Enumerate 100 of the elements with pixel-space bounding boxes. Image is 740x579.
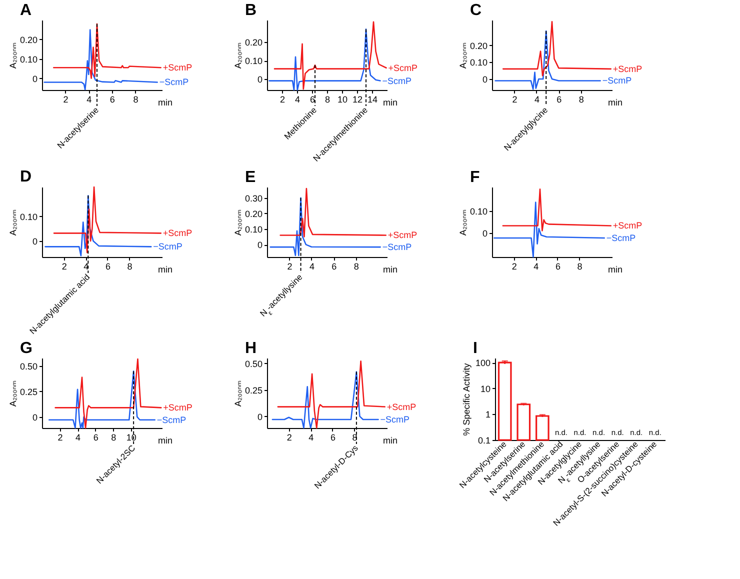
y-tick-label: 100 <box>475 358 490 368</box>
y-tick-label: 0.20 <box>470 40 488 51</box>
series-label: −ScmP <box>382 242 412 252</box>
x-tick-label: 8 <box>127 262 132 272</box>
series-label: +ScmP <box>162 62 192 73</box>
chart-title: B <box>245 2 257 19</box>
series-label: +ScmP <box>162 228 192 238</box>
x-tick-label: 10 <box>126 432 136 442</box>
chart-title: F <box>470 169 480 186</box>
y-tick-label: 0.50 <box>244 358 262 369</box>
x-tick-label: 2 <box>287 262 292 272</box>
x-tick-label: 4 <box>294 94 300 104</box>
x-tick-label: 4 <box>534 262 539 272</box>
y-axis-title: A₂₀₀ₙₘ <box>232 42 243 69</box>
x-tick-label: 8 <box>111 432 116 442</box>
chart-title: A <box>20 2 32 19</box>
y-tick-label: 0.10 <box>470 206 488 217</box>
x-tick-label: 2 <box>62 262 67 272</box>
x-tick-label: 8 <box>577 262 582 272</box>
series-label: +ScmP <box>388 230 418 240</box>
y-tick-label: 0 <box>257 74 262 84</box>
x-axis-title: min <box>382 436 398 446</box>
x-tick-label: 8 <box>324 94 330 104</box>
series-label: −ScmP <box>156 414 186 425</box>
line-series <box>53 23 162 79</box>
x-tick-label: 4 <box>86 94 92 104</box>
y-tick-label: 0 <box>257 412 262 422</box>
line-series <box>494 202 606 258</box>
y-tick-label: 0.10 <box>244 224 262 234</box>
x-tick-label: 8 <box>354 262 359 272</box>
x-tick-label: 6 <box>310 94 316 104</box>
line-series <box>502 188 612 232</box>
x-axis-title: min <box>608 264 622 274</box>
x-tick-label: 4 <box>84 262 89 272</box>
x-tick-label: 10 <box>337 94 348 104</box>
y-tick-label: 0 <box>32 74 38 84</box>
x-tick-label: 12 <box>352 94 363 104</box>
line-series <box>280 188 387 238</box>
line-series <box>44 29 158 90</box>
y-axis-title: A₂₀₀ₙₘ <box>8 380 18 407</box>
x-tick-label: 2 <box>63 94 68 104</box>
x-axis-title: min <box>382 98 398 108</box>
x-axis-title: min <box>608 98 622 108</box>
x-tick-label: 4 <box>308 432 314 442</box>
y-axis-title: % Specific Activity <box>461 362 472 436</box>
y-tick-label: 0.1 <box>478 436 490 446</box>
x-tick-label: 2 <box>58 432 63 442</box>
x-tick-label: 6 <box>330 432 336 442</box>
x-tick-label: 6 <box>93 432 98 442</box>
chart-title: G <box>20 340 32 357</box>
x-tick-label: 6 <box>105 262 110 272</box>
series-label: −ScmP <box>380 414 410 425</box>
series-label: +ScmP <box>612 64 642 74</box>
y-tick-label: 0.20 <box>244 208 262 219</box>
line-series <box>48 370 156 429</box>
y-tick-label: 0.10 <box>244 56 262 66</box>
series-label: +ScmP <box>163 402 192 413</box>
x-tick-label: 6 <box>110 94 115 104</box>
series-label: +ScmP <box>388 62 418 73</box>
series-label: +ScmP <box>386 402 416 412</box>
x-tick-label: 2 <box>280 94 286 104</box>
y-tick-label: 0 <box>257 240 262 250</box>
x-axis-title: min <box>158 98 172 108</box>
x-tick-label: 6 <box>332 262 337 272</box>
series-label: +ScmP <box>612 220 642 231</box>
chart-title: E <box>245 169 256 186</box>
x-axis-title: min <box>158 436 172 446</box>
y-tick-label: 0.10 <box>20 212 38 222</box>
y-tick-label: 0.25 <box>244 385 262 396</box>
y-axis-title: A₂₀₀ₙₘ <box>8 42 18 69</box>
y-tick-label: 0.20 <box>20 34 38 45</box>
y-tick-label: 0.30 <box>244 193 262 204</box>
x-tick-label: 8 <box>133 94 138 104</box>
x-tick-label: 8 <box>578 94 584 104</box>
y-tick-label: 0 <box>32 412 38 422</box>
y-axis-title: A₂₀₀ₙₘ <box>458 209 468 236</box>
y-axis-title: A₂₀₀ₙₘ <box>232 209 243 236</box>
line-series <box>268 28 381 91</box>
x-tick-label: 14 <box>367 94 378 104</box>
x-tick-label: 4 <box>534 94 540 104</box>
series-label: −ScmP <box>382 76 412 86</box>
y-tick-label: 10 <box>480 384 490 394</box>
x-axis-title: min <box>382 264 398 274</box>
y-axis-title: A₂₀₀ₙₘ <box>458 42 468 69</box>
chart-title: I <box>473 340 478 357</box>
line-series <box>270 197 381 256</box>
series-label: −ScmP <box>159 77 189 88</box>
x-axis-title: min <box>158 264 172 274</box>
y-tick-label: 0.10 <box>470 58 488 68</box>
y-tick-label: 0 <box>32 236 38 247</box>
y-tick-label: 0.50 <box>20 362 38 372</box>
chart-title: H <box>245 340 257 357</box>
line-series <box>44 194 152 256</box>
line-series <box>502 21 612 76</box>
x-tick-label: 2 <box>286 432 292 442</box>
x-tick-label: 6 <box>555 262 560 272</box>
chart-title: D <box>20 168 32 186</box>
line-series <box>494 30 601 90</box>
y-tick-label: 1 <box>485 410 490 420</box>
x-tick-label: 2 <box>512 262 517 272</box>
